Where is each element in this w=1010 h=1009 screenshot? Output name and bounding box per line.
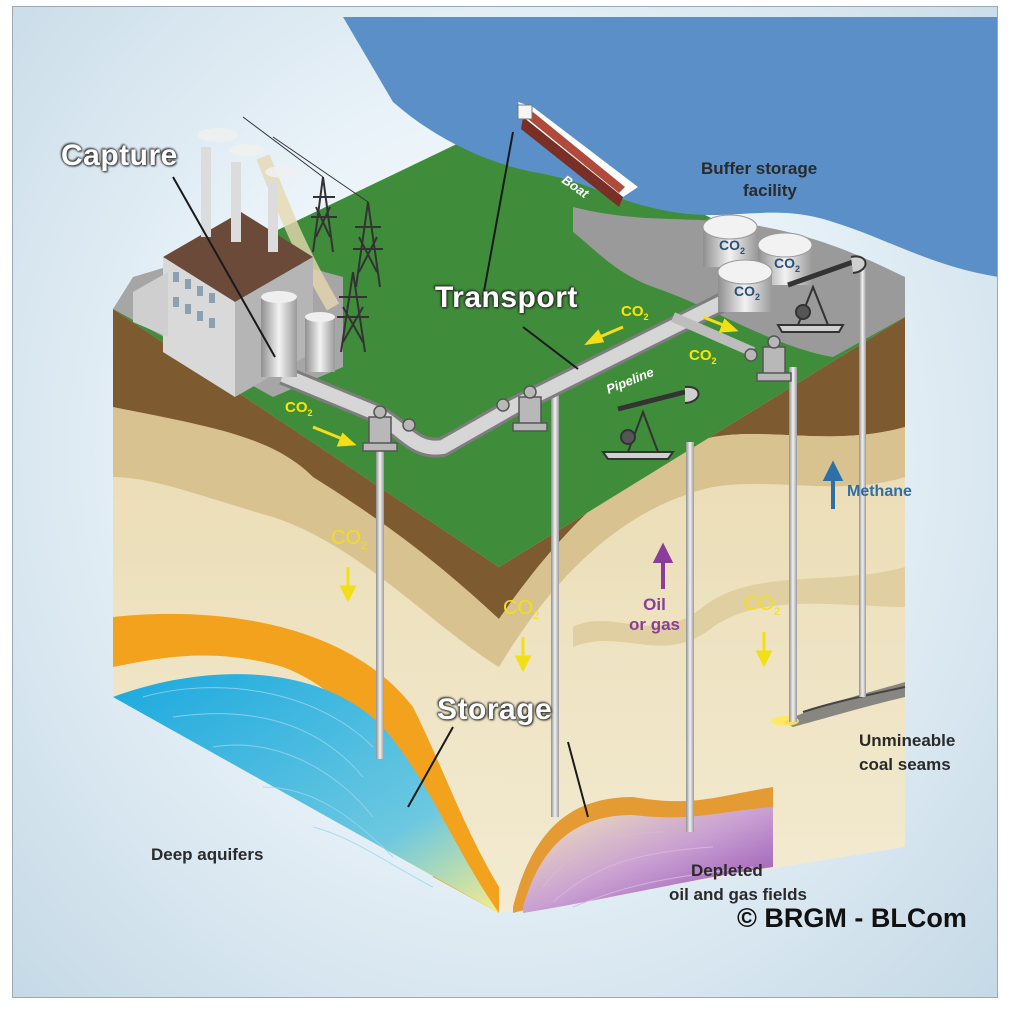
label-methane: Methane xyxy=(847,483,912,500)
well-coal-seam xyxy=(789,367,797,722)
diagram-frame: Capture Transport Storage Boat Pipeline … xyxy=(12,6,998,998)
wellhead-icon xyxy=(362,335,792,452)
aquifer-texture xyxy=(142,687,434,888)
leader-storage-aquifer xyxy=(407,726,454,808)
ccs-block-diagram xyxy=(113,17,997,913)
label-unmineable-line1: Unmineable xyxy=(859,731,956,750)
co2-label-depleted: CO2 xyxy=(503,597,540,622)
tank-label-3: CO2 xyxy=(734,283,761,302)
label-oil-or-gas-line1: Oil xyxy=(643,595,666,614)
leader-boat xyxy=(482,131,514,298)
co2-label-aquifer: CO2 xyxy=(331,527,368,552)
tank-label-2: CO2 xyxy=(774,255,801,274)
co2-arrow-down-2 xyxy=(514,637,532,673)
label-buffer-storage-line2: facility xyxy=(743,181,797,200)
right-face xyxy=(499,317,906,913)
storage-tank-icon xyxy=(702,214,813,312)
well-methane xyxy=(859,267,866,697)
leader-storage-field xyxy=(567,741,589,818)
label-deep-aquifers: Deep aquifers xyxy=(151,845,264,864)
methane-arrow xyxy=(822,460,844,509)
co2-flow-arrows xyxy=(312,315,773,673)
tank-label-1: CO2 xyxy=(719,237,746,256)
label-buffer-storage-line1: Buffer storage xyxy=(701,159,818,178)
left-face xyxy=(113,309,499,913)
oil-gas-arrow xyxy=(652,542,674,589)
pumpjack-icon xyxy=(601,255,867,460)
label-depleted-line1: Depleted xyxy=(691,861,763,880)
co2-arrow-pipe-3 xyxy=(702,315,739,333)
label-transport: Transport xyxy=(435,281,578,314)
co2-arrow-down-1 xyxy=(339,567,357,603)
reservoir-texture xyxy=(542,831,754,908)
pylon-icon xyxy=(242,116,383,353)
co2-label-coal: CO2 xyxy=(744,593,781,618)
co2-arrow-pipe-2 xyxy=(584,325,624,346)
co2-arrow-down-3 xyxy=(755,632,773,668)
label-storage: Storage xyxy=(437,693,553,726)
copyright-notice: © BRGM - BLCom xyxy=(737,903,967,933)
well-depleted-field xyxy=(551,387,559,817)
wells xyxy=(376,267,866,832)
power-plant-icon xyxy=(133,128,335,397)
co2-label-pipe-mid: CO2 xyxy=(621,303,649,322)
label-unmineable-line2: coal seams xyxy=(859,755,951,774)
ship-icon xyxy=(517,102,638,207)
well-oil-production xyxy=(686,442,694,832)
label-oil-or-gas: Oil or gas xyxy=(629,595,680,635)
co2-label-pipe-left: CO2 xyxy=(285,399,313,418)
label-capture: Capture xyxy=(61,139,178,172)
co2-arrow-pipe-1 xyxy=(312,425,357,447)
leader-lines xyxy=(172,131,589,818)
label-oil-or-gas-line2: or gas xyxy=(629,615,681,634)
leader-transport xyxy=(522,326,579,370)
well-aquifer xyxy=(376,437,384,759)
leader-capture xyxy=(172,176,276,358)
label-depleted-line2: oil and gas fields xyxy=(669,885,807,904)
co2-label-pipe-right: CO2 xyxy=(689,347,717,366)
